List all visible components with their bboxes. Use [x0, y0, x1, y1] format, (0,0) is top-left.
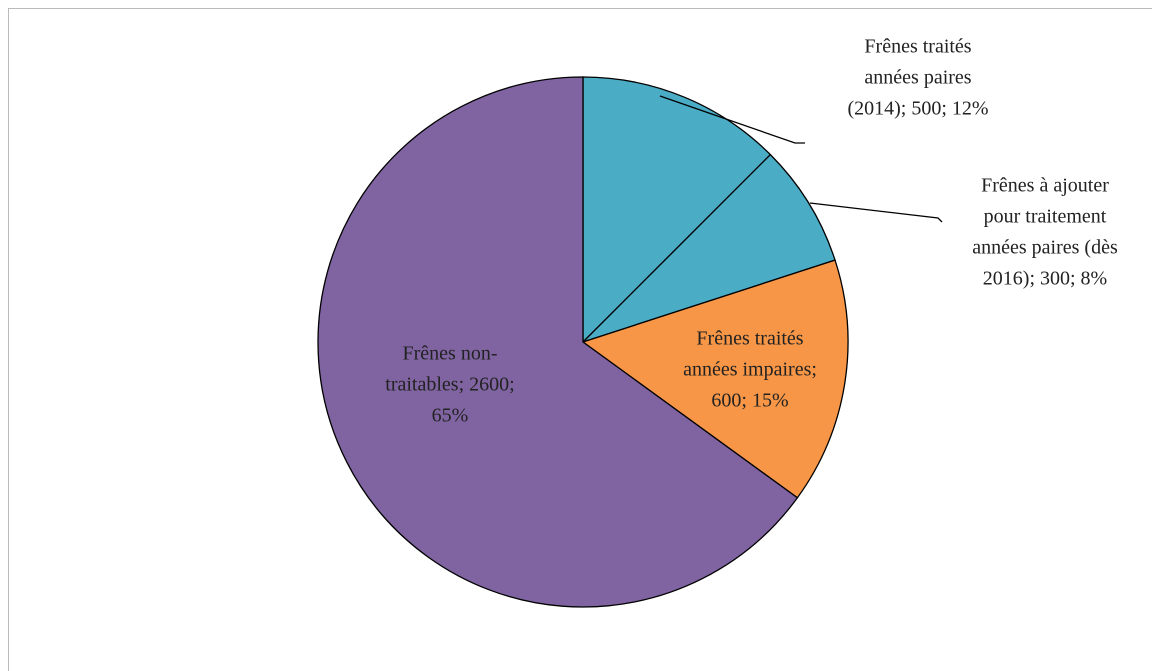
- chart-frame: [8, 8, 1152, 671]
- data-label: Frênes non-: [403, 343, 498, 365]
- pie-slice: [582, 153, 836, 343]
- leader-line: [809, 202, 943, 223]
- data-label: années impaires;: [683, 359, 817, 381]
- data-label: 65%: [432, 405, 469, 427]
- data-label: années paires (dès: [972, 237, 1118, 259]
- data-label: années paires: [864, 67, 971, 89]
- leader-line: [659, 95, 805, 144]
- data-label: 2016); 300; 8%: [983, 268, 1107, 290]
- pie: [317, 76, 849, 608]
- pie-slice: [582, 76, 772, 344]
- data-label: (2014); 500; 12%: [847, 98, 988, 120]
- pie-slice: [317, 76, 799, 608]
- data-label: 600; 15%: [711, 390, 788, 412]
- data-label: Frênes traités: [696, 328, 803, 350]
- data-label: pour traitement: [984, 206, 1107, 228]
- data-label: Frênes à ajouter: [981, 175, 1109, 197]
- data-labels: Frênes traités années paires (2014); 500; …: [385, 36, 1118, 427]
- data-label: Frênes traités: [864, 36, 971, 58]
- pie-slice: [581, 259, 849, 499]
- data-label: traitables; 2600;: [385, 374, 514, 396]
